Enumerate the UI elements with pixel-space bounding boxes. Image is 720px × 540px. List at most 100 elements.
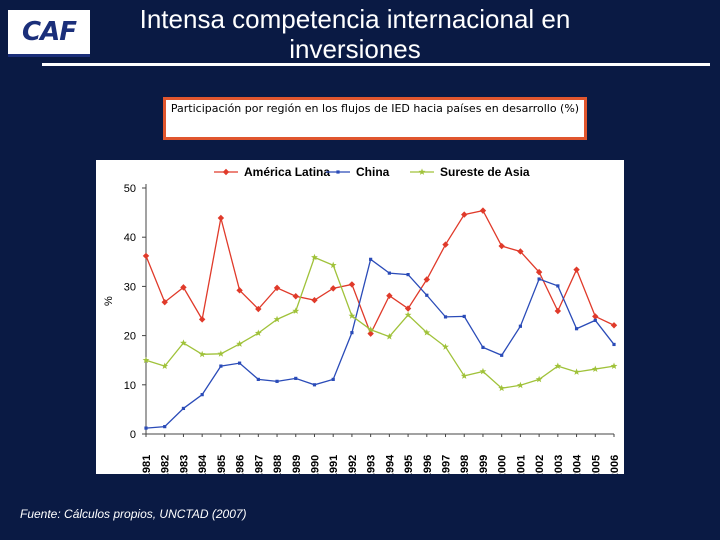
data-point: [273, 284, 281, 292]
data-point: [593, 318, 597, 322]
slide-title: Intensa competencia internacional en inv…: [139, 4, 571, 64]
data-point: [217, 350, 225, 357]
x-tick-label: 1986: [235, 455, 247, 474]
x-tick-label: 2006: [609, 455, 621, 474]
data-point: [180, 339, 187, 346]
data-point: [481, 345, 485, 350]
x-tick-label: 2002: [534, 455, 546, 474]
x-tick-label: 1997: [441, 455, 453, 474]
data-point: [142, 252, 150, 260]
data-point: [255, 305, 262, 313]
data-point: [612, 342, 616, 347]
x-tick-label: 1991: [328, 455, 340, 474]
data-point: [442, 241, 449, 248]
data-point: [350, 331, 354, 335]
data-point: [461, 211, 468, 218]
caf-logo: CAF: [8, 10, 90, 57]
data-point: [348, 281, 356, 288]
data-point: [330, 285, 337, 292]
data-point: [367, 330, 374, 337]
data-point: [236, 287, 243, 294]
data-point: [460, 372, 468, 379]
data-point: [387, 271, 391, 275]
x-tick-label: 1999: [478, 455, 490, 474]
x-tick-label: 1996: [422, 455, 434, 474]
x-tick-label: 1981: [141, 455, 153, 474]
data-point: [163, 425, 167, 429]
data-point: [498, 242, 505, 250]
legend-label: Sureste de Asia: [440, 165, 530, 179]
x-tick-label: 1984: [197, 454, 209, 474]
data-point: [425, 293, 429, 297]
legend-label: América Latina: [244, 165, 330, 179]
data-point: [591, 365, 599, 372]
legend-swatch-marker: [418, 168, 426, 175]
y-tick-label: 40: [124, 232, 136, 244]
y-tick-label: 0: [130, 429, 136, 441]
data-point: [198, 316, 206, 323]
data-point: [312, 383, 317, 387]
data-point: [311, 296, 318, 304]
data-point: [181, 406, 186, 411]
data-point: [479, 367, 487, 375]
data-point: [573, 266, 580, 273]
x-tick-label: 1988: [272, 455, 284, 474]
data-point: [161, 362, 169, 370]
data-point: [273, 315, 281, 323]
data-point: [423, 329, 431, 336]
data-point: [462, 314, 466, 319]
x-tick-label: 2001: [515, 455, 527, 474]
data-point: [406, 272, 410, 277]
x-tick-label: 2005: [590, 455, 602, 474]
data-point: [500, 353, 504, 357]
series-line-1: [145, 258, 615, 429]
series-line-2: [145, 256, 615, 389]
x-tick-label: 2000: [497, 455, 509, 474]
data-point: [592, 313, 599, 320]
x-tick-label: 1987: [253, 455, 265, 474]
data-point: [238, 361, 242, 365]
data-point: [254, 329, 262, 337]
x-tick-label: 2003: [553, 455, 565, 474]
data-point: [518, 324, 522, 328]
x-tick-label: 1985: [216, 455, 228, 474]
data-point: [311, 253, 318, 261]
data-point: [610, 322, 618, 329]
data-point: [142, 356, 150, 364]
data-point: [554, 362, 562, 370]
data-point: [535, 268, 543, 276]
legend-swatch-marker: [336, 170, 340, 174]
data-point: [610, 362, 618, 370]
data-point: [217, 214, 225, 222]
x-tick-label: 1982: [160, 455, 172, 474]
data-point: [275, 379, 279, 383]
data-point: [479, 207, 487, 214]
data-point: [535, 375, 543, 383]
x-tick-label: 1990: [309, 455, 321, 474]
x-tick-label: 1992: [347, 455, 359, 474]
data-point: [537, 277, 541, 281]
data-point: [556, 284, 560, 288]
data-point: [369, 257, 373, 261]
series-line-0: [145, 209, 615, 336]
data-point: [329, 261, 337, 269]
data-point: [423, 276, 430, 283]
y-tick-label: 10: [124, 380, 136, 392]
data-point: [161, 298, 168, 306]
data-point: [554, 307, 562, 315]
line-chart: 0 10 20 30 40 50% 1981 1982 1983 1984 1985 1986 1987…: [103, 165, 621, 474]
data-point: [442, 343, 449, 350]
data-point: [386, 292, 393, 299]
title-divider: [42, 63, 710, 66]
data-point: [198, 350, 206, 358]
y-tick-label: 20: [124, 331, 136, 343]
data-point: [385, 332, 393, 340]
chart-caption: Participación por región en los flujos d…: [163, 97, 587, 140]
y-tick-label: 50: [124, 183, 136, 195]
data-point: [573, 368, 580, 375]
y-axis-label: %: [103, 296, 115, 306]
legend-swatch-marker: [222, 168, 230, 176]
data-point: [498, 384, 506, 392]
data-point: [236, 340, 244, 347]
data-point: [443, 315, 448, 319]
